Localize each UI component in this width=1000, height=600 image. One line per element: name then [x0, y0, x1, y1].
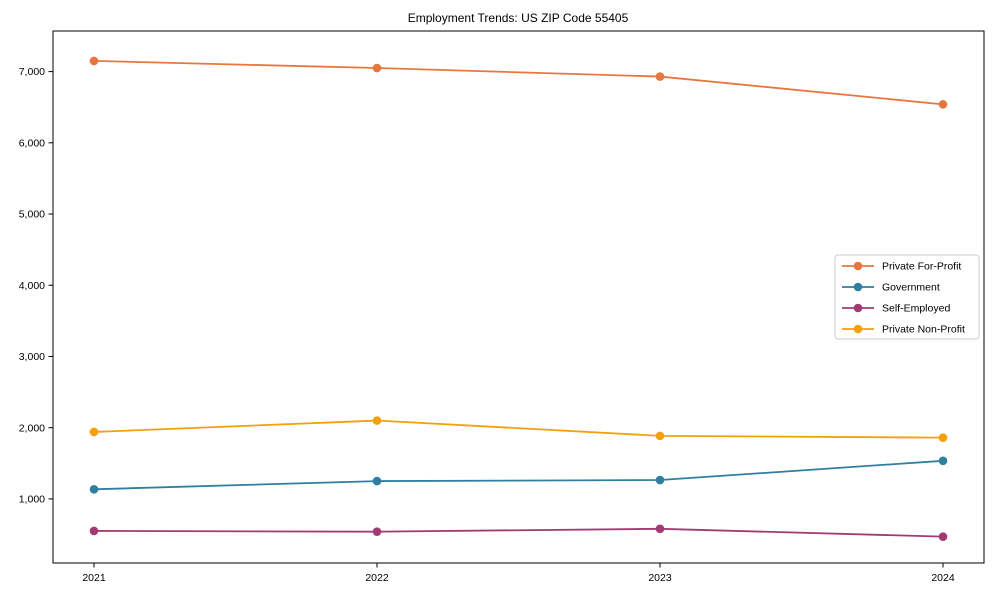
legend-swatch-marker	[853, 324, 863, 334]
data-point	[372, 527, 382, 536]
data-point	[655, 72, 665, 81]
data-point	[938, 100, 948, 109]
y-axis-tick-label: 1,000	[19, 494, 45, 506]
x-axis-tick-label: 2021	[82, 572, 106, 584]
x-axis-tick-label: 2023	[648, 572, 672, 584]
data-point	[89, 427, 99, 437]
data-point	[372, 476, 382, 486]
series-line-self-employed	[93, 527, 944, 538]
data-point	[89, 484, 99, 494]
data-point	[938, 456, 948, 466]
series-line-private-non-profit	[93, 419, 944, 439]
y-axis-tick-label: 6,000	[19, 137, 45, 149]
data-point	[89, 56, 99, 66]
data-point	[655, 524, 665, 534]
data-point	[372, 416, 382, 425]
y-axis-tick-label: 5,000	[19, 209, 45, 221]
y-axis-tick-label: 2,000	[19, 422, 45, 434]
legend-item-self-employed: Self-Employed	[882, 303, 950, 315]
data-point	[938, 433, 948, 442]
data-point	[372, 63, 382, 73]
legend-item-private-non-profit: Private Non-Profit	[882, 324, 965, 336]
legend-item-government: Government	[882, 282, 940, 294]
data-point	[655, 475, 665, 485]
legend-box	[834, 254, 980, 340]
x-axis-tick-label: 2022	[365, 572, 389, 584]
legend-swatch-marker	[853, 282, 863, 292]
y-axis-tick-label: 3,000	[19, 351, 45, 363]
data-point	[938, 532, 948, 541]
y-axis-tick-label: 7,000	[19, 66, 45, 78]
data-point	[655, 431, 665, 441]
legend-swatch-marker	[853, 261, 863, 271]
x-axis-tick-label: 2024	[931, 572, 955, 584]
plot-border	[52, 30, 985, 564]
series-line-government	[93, 459, 944, 491]
chart-title: Employment Trends: US ZIP Code 55405	[408, 11, 629, 25]
series-line-private-for-profit	[93, 60, 944, 106]
legend-swatch-marker	[853, 303, 863, 313]
y-axis-tick-label: 4,000	[19, 280, 45, 292]
data-point	[89, 526, 99, 536]
legend-item-private-for-profit: Private For-Profit	[882, 261, 961, 273]
